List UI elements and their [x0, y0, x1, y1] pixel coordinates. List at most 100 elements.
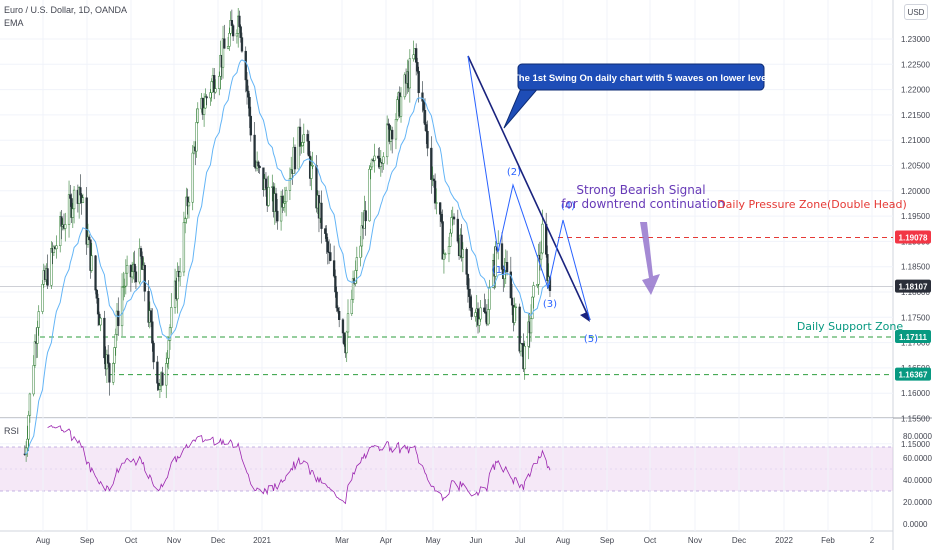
time-tick-label: Dec	[211, 536, 225, 545]
candle-body	[205, 96, 208, 99]
price-badge-label: 1.16367	[899, 371, 928, 380]
candle-body	[245, 79, 249, 92]
candle-body	[52, 246, 56, 253]
candle-body	[399, 96, 403, 117]
candle-body	[391, 129, 394, 140]
candle-body	[124, 272, 127, 287]
candle-body	[88, 236, 91, 241]
candle-body	[527, 321, 530, 347]
price-tick-label: 1.20000	[901, 187, 930, 196]
candle-body	[514, 306, 518, 308]
price-tick-label: 1.22000	[901, 86, 930, 95]
price-tick-label: 1.15500	[901, 415, 930, 424]
candle-body	[230, 20, 234, 26]
candle-body	[196, 108, 199, 123]
candle-body	[258, 165, 261, 169]
candle-body	[486, 309, 490, 325]
trend-line[interactable]	[467, 55, 591, 321]
candle-body	[195, 122, 198, 152]
candle-body	[440, 214, 443, 222]
candle-body	[248, 96, 251, 117]
time-tick-label: Sep	[80, 536, 95, 545]
candle-body	[302, 134, 305, 143]
candle-body	[529, 318, 533, 334]
bearish-arrow[interactable]	[640, 222, 660, 295]
wave-label-3: (3)	[543, 299, 557, 310]
candle-body	[293, 146, 297, 170]
time-tick-label: Oct	[125, 536, 138, 545]
ema-layer	[24, 59, 551, 455]
candle-layer	[23, 8, 552, 462]
candle-body	[412, 54, 415, 60]
candle-body	[509, 271, 512, 299]
candle-body	[519, 343, 523, 352]
price-badge	[895, 367, 931, 381]
pressure-zone-label: Daily Pressure Zone(Double Head)	[717, 198, 907, 211]
candle-body	[149, 310, 153, 323]
wave-path[interactable]	[467, 55, 591, 321]
ema-indicator-label[interactable]: EMA	[4, 18, 24, 28]
candle-body	[447, 246, 451, 255]
candle-body	[134, 271, 138, 283]
candle-body	[336, 307, 340, 312]
candle-body	[354, 270, 357, 284]
candle-body	[435, 202, 438, 204]
candle-body	[223, 38, 226, 49]
candle-body	[433, 180, 437, 204]
candle-body	[257, 161, 260, 167]
time-tick-label: Sep	[600, 536, 615, 545]
candle-body	[79, 187, 82, 196]
candle-body	[325, 233, 328, 242]
candle-body	[479, 307, 482, 320]
price-badge	[895, 329, 931, 343]
candle-body	[231, 25, 235, 37]
price-tick-label: 1.23000	[901, 35, 930, 44]
candle-body	[403, 74, 406, 98]
candle-body	[461, 249, 465, 258]
candle-body	[281, 195, 284, 208]
chart-symbol-title[interactable]: Euro / U.S. Dollar, 1D, OANDA	[4, 5, 128, 15]
candle-body	[204, 96, 207, 109]
candle-body	[161, 372, 164, 386]
candle-body	[425, 124, 428, 132]
candle-body	[86, 236, 90, 245]
candle-body	[130, 271, 134, 278]
candle-body	[408, 58, 412, 89]
callout[interactable]: The 1st Swing On daily chart with 5 wave…	[503, 63, 769, 129]
candle-body	[310, 165, 313, 179]
candle-body	[452, 216, 456, 220]
candle-body	[297, 126, 300, 170]
candle-body	[108, 363, 111, 383]
wave-label-5: (5)	[584, 334, 598, 345]
candle-body	[334, 275, 337, 293]
candle-body	[70, 198, 73, 218]
candle-body	[213, 75, 216, 93]
candle-body	[513, 306, 516, 323]
candle-body	[430, 147, 433, 180]
rsi-tick-label: 40.0000	[903, 476, 932, 485]
candle-body	[416, 62, 419, 72]
candle-body	[301, 142, 304, 146]
candle-body	[470, 307, 473, 317]
candle-body	[170, 307, 173, 328]
wave-label-4: (4)	[561, 201, 575, 212]
candle-body	[539, 252, 543, 260]
candle-body	[432, 178, 435, 182]
candle-body	[335, 291, 338, 309]
price-tick-label: 1.20500	[901, 162, 930, 171]
time-tick-label: Apr	[380, 536, 393, 545]
candle-body	[545, 223, 548, 255]
candle-body	[282, 202, 285, 208]
candle-body	[385, 123, 389, 158]
signal-text-line2: for downtrend continuation	[561, 197, 725, 211]
rsi-indicator-label[interactable]: RSI	[4, 426, 20, 436]
candle-body	[364, 210, 367, 222]
candle-body	[187, 201, 191, 207]
candle-body	[184, 218, 187, 223]
candle-body	[209, 92, 212, 99]
candle-body	[103, 317, 106, 359]
currency-badge[interactable]: USD	[904, 4, 928, 20]
time-tick-label: Aug	[36, 536, 50, 545]
price-badge-label: 1.18107	[899, 283, 928, 292]
